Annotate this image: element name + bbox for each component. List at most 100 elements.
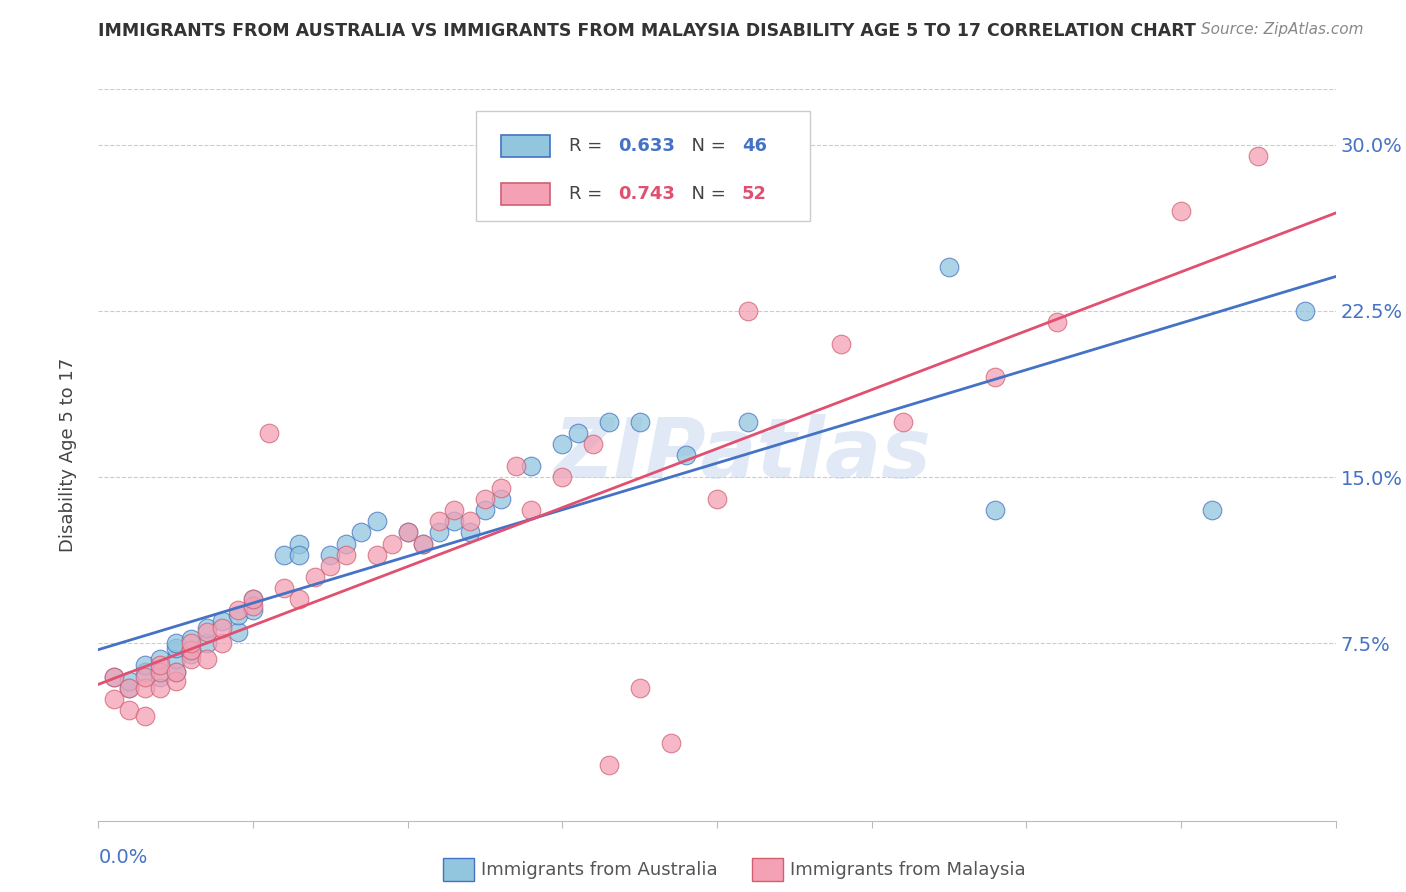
- Point: [443, 503, 465, 517]
- Point: [520, 503, 543, 517]
- Text: R =: R =: [568, 185, 607, 202]
- Point: [226, 603, 249, 617]
- Point: [134, 658, 156, 673]
- Point: [567, 425, 589, 440]
- Point: [551, 470, 574, 484]
- Point: [149, 669, 172, 683]
- Point: [381, 536, 404, 550]
- Text: 0.0%: 0.0%: [98, 848, 148, 867]
- Point: [1201, 503, 1223, 517]
- Point: [180, 643, 202, 657]
- Point: [180, 648, 202, 662]
- Point: [675, 448, 697, 462]
- Point: [520, 458, 543, 473]
- Point: [458, 515, 481, 529]
- Point: [458, 525, 481, 540]
- Point: [366, 515, 388, 529]
- Point: [598, 415, 620, 429]
- Point: [211, 621, 233, 635]
- Point: [350, 525, 373, 540]
- Point: [335, 536, 357, 550]
- Point: [427, 525, 450, 540]
- Point: [737, 303, 759, 318]
- Point: [165, 636, 187, 650]
- Text: 0.743: 0.743: [619, 185, 675, 202]
- Point: [211, 614, 233, 628]
- Point: [474, 492, 496, 507]
- Text: 52: 52: [742, 185, 766, 202]
- Point: [489, 492, 512, 507]
- Point: [1170, 204, 1192, 219]
- Point: [335, 548, 357, 562]
- Point: [211, 636, 233, 650]
- Point: [273, 581, 295, 595]
- Point: [165, 665, 187, 680]
- Point: [319, 558, 342, 573]
- Point: [319, 548, 342, 562]
- Text: Immigrants from Malaysia: Immigrants from Malaysia: [790, 861, 1026, 879]
- Point: [118, 703, 141, 717]
- Point: [195, 636, 218, 650]
- Point: [257, 425, 280, 440]
- Point: [598, 758, 620, 772]
- Point: [830, 337, 852, 351]
- Text: R =: R =: [568, 137, 607, 155]
- Point: [149, 681, 172, 695]
- Text: N =: N =: [681, 137, 731, 155]
- Point: [180, 643, 202, 657]
- Point: [288, 548, 311, 562]
- Point: [582, 437, 605, 451]
- FancyBboxPatch shape: [475, 112, 810, 221]
- Point: [242, 592, 264, 607]
- Point: [505, 458, 527, 473]
- Point: [165, 652, 187, 666]
- Point: [134, 665, 156, 680]
- Point: [984, 370, 1007, 384]
- Point: [180, 636, 202, 650]
- Point: [195, 625, 218, 640]
- Point: [427, 515, 450, 529]
- Point: [551, 437, 574, 451]
- Text: Immigrants from Australia: Immigrants from Australia: [481, 861, 717, 879]
- Point: [412, 536, 434, 550]
- Point: [737, 415, 759, 429]
- Text: IMMIGRANTS FROM AUSTRALIA VS IMMIGRANTS FROM MALAYSIA DISABILITY AGE 5 TO 17 COR: IMMIGRANTS FROM AUSTRALIA VS IMMIGRANTS …: [98, 22, 1197, 40]
- Point: [474, 503, 496, 517]
- Point: [242, 603, 264, 617]
- Text: N =: N =: [681, 185, 731, 202]
- Point: [134, 709, 156, 723]
- Point: [149, 652, 172, 666]
- Point: [628, 681, 651, 695]
- Text: Source: ZipAtlas.com: Source: ZipAtlas.com: [1201, 22, 1364, 37]
- Point: [195, 652, 218, 666]
- Point: [118, 673, 141, 688]
- Point: [118, 681, 141, 695]
- Point: [226, 607, 249, 622]
- Text: 0.633: 0.633: [619, 137, 675, 155]
- Point: [443, 515, 465, 529]
- Point: [134, 681, 156, 695]
- Point: [242, 599, 264, 613]
- Point: [366, 548, 388, 562]
- Point: [149, 665, 172, 680]
- Point: [412, 536, 434, 550]
- Point: [984, 503, 1007, 517]
- Point: [226, 625, 249, 640]
- Point: [288, 592, 311, 607]
- Point: [659, 736, 682, 750]
- Text: 46: 46: [742, 137, 766, 155]
- Point: [273, 548, 295, 562]
- Point: [103, 669, 125, 683]
- Point: [891, 415, 914, 429]
- Point: [180, 652, 202, 666]
- Point: [706, 492, 728, 507]
- Point: [195, 621, 218, 635]
- Point: [165, 640, 187, 655]
- Point: [396, 525, 419, 540]
- Y-axis label: Disability Age 5 to 17: Disability Age 5 to 17: [59, 358, 77, 552]
- Bar: [501, 136, 550, 157]
- Point: [304, 570, 326, 584]
- Text: ZIPatlas: ZIPatlas: [553, 415, 931, 495]
- Point: [165, 673, 187, 688]
- Point: [628, 415, 651, 429]
